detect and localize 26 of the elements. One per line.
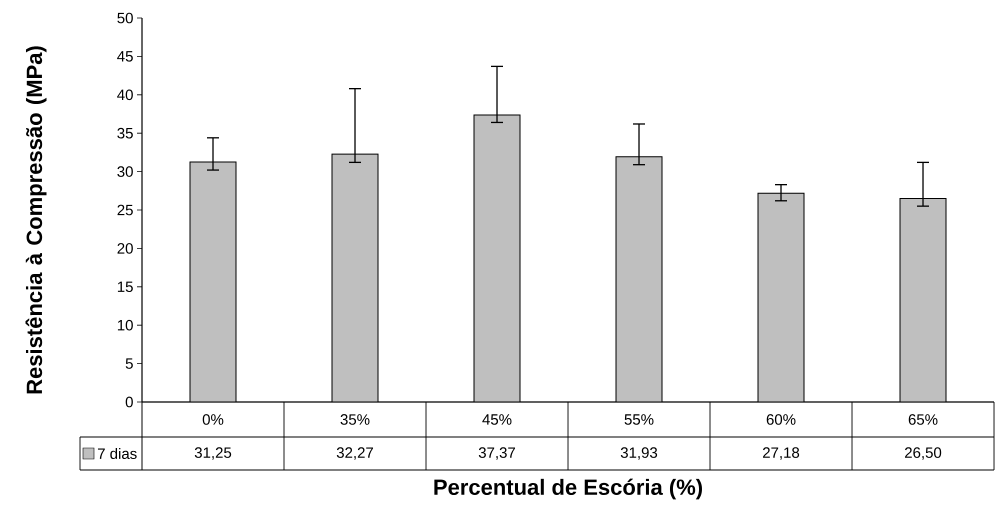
y-tick-label: 30: [117, 166, 133, 177]
y-axis-title: Resistência à Compressão (MPa): [26, 46, 46, 394]
data-label: 31,25: [194, 447, 232, 460]
data-label: 32,27: [336, 447, 374, 460]
y-tick-label: 40: [117, 89, 133, 100]
x-axis-title: Percentual de Escória (%): [434, 478, 702, 500]
x-tick-label: 45%: [482, 414, 512, 425]
data-label: 37,37: [478, 447, 516, 460]
x-tick-label: 35%: [340, 414, 370, 425]
y-tick-label: 20: [118, 243, 133, 254]
data-label: 31,93: [620, 447, 658, 460]
y-tick-label: 0: [126, 396, 133, 408]
y-tick-label: 50: [117, 12, 133, 24]
data-label: 27,18: [762, 447, 800, 460]
data-label: 26,50: [904, 447, 942, 460]
y-tick-label: 10: [118, 320, 133, 331]
x-tick-label: 0%: [202, 414, 224, 425]
y-tick-label: 35: [117, 128, 133, 139]
x-tick-label: 55%: [624, 414, 654, 425]
y-tick-label: 15: [118, 282, 133, 292]
y-tick-label: 25: [118, 204, 133, 216]
legend-label: 7 dias: [98, 448, 137, 459]
y-tick-label: 5: [126, 358, 133, 369]
x-tick-label: 65%: [908, 414, 938, 425]
y-tick-label: 45: [117, 51, 133, 62]
x-tick-label: 60%: [766, 414, 796, 425]
